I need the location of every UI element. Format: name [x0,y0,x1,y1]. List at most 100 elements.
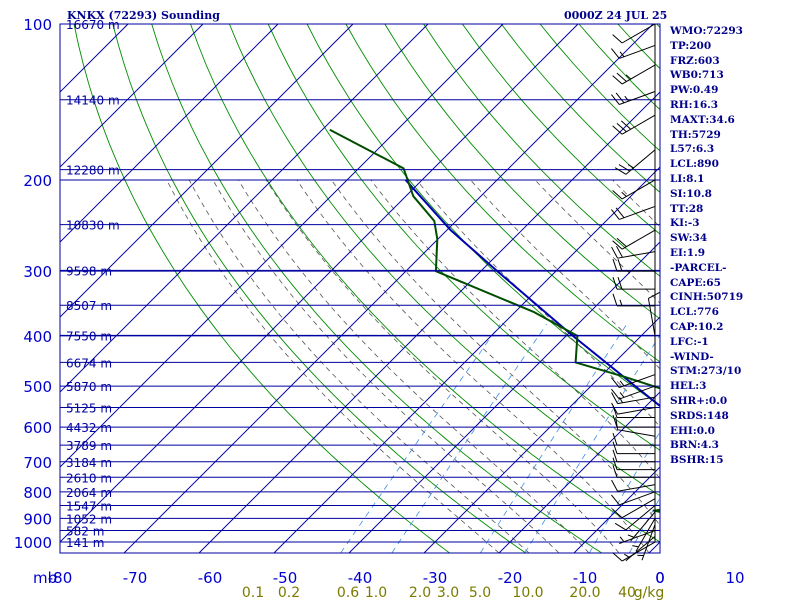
index-item: EHI:0.0 [670,424,715,437]
wind-barb [611,491,656,506]
wind-barb [611,479,656,492]
wind-barb [612,449,655,463]
dry-adiabat [345,23,660,363]
moist-adiabat [265,179,620,553]
moist-adiabat [166,179,500,553]
mixing-ratio-label: 1.0 [365,585,387,600]
height-label: 12280 m [66,164,120,178]
wind-barb [647,291,660,336]
temperature-tick-label: 0 [655,569,665,587]
temperature-tick-label: -70 [123,569,148,587]
height-label: 14140 m [66,94,120,108]
wind-barb [612,441,655,455]
dry-adiabat [228,23,660,497]
mixing-ratio-label: 40 [618,585,636,600]
isotherm [60,23,504,468]
height-label: 7550 m [66,329,112,343]
wind-barb [612,277,655,290]
height-label: 582 m [66,524,104,538]
temperature-tick-label: -20 [498,569,523,587]
index-item: STM:273/10 [670,365,742,378]
wind-barb [632,518,656,552]
parcel-trace [404,179,660,408]
wind-barb [611,91,656,105]
index-item: WB0:713 [670,69,724,82]
temperature-tick-label: -50 [273,569,298,587]
index-item: CAP:10.2 [670,320,724,333]
wind-barb [612,179,656,200]
index-item: LCL:890 [670,158,719,171]
dry-adiabat [773,24,800,553]
isotherm [60,23,204,168]
wind-barb [611,385,656,400]
index-item: CAPE:65 [670,276,721,289]
pressure-tick-label: 900 [23,510,52,528]
pressure-tick-label: 100 [23,16,52,34]
isotherm [60,23,429,393]
isotherm [60,23,354,318]
wind-barb [612,259,655,272]
mixing-ratio-label: 20.0 [569,585,600,600]
index-item: WMO:72293 [670,25,743,37]
dry-adiabat [500,23,660,193]
dry-adiabat [151,23,602,553]
temperature-tick-label: -80 [48,569,73,587]
pressure-tick-label: 400 [23,328,52,346]
pressure-tick-label: 1000 [14,534,52,552]
mixing-ratio-label: 5.0 [469,585,491,600]
dewpoint-trace [329,128,660,513]
height-label: 10830 m [66,219,120,233]
dry-adiabat [734,24,800,553]
wind-barb [611,374,656,389]
dry-adiabat [73,23,450,553]
mixing-ratio-label: 0.1 [242,585,264,600]
index-item: CINH:50719 [670,291,744,304]
height-label: 3789 m [66,439,112,453]
plot-frame [59,23,661,554]
height-label: 1547 m [66,499,112,513]
temperature-tick-label: -40 [348,569,373,587]
dry-adiabat [384,23,660,320]
moist-adiabat [212,179,560,553]
pressure-tick-label: 200 [23,172,52,190]
mixing-ratio-line [391,324,547,553]
height-label: 8507 m [66,299,112,313]
dry-adiabat [112,23,526,553]
height-label: 9598 m [66,264,112,278]
isotherm [198,91,660,553]
mixing-ratio-line [733,324,800,553]
height-label: 2064 m [66,486,112,500]
moist-adiabat [534,179,660,304]
stability-indices: WMO:72293 TP:200 FRZ:603 WB0:713 PW:0.49 RH:1… [670,24,743,468]
index-item: -WIND- [670,350,714,363]
mixing-ratio-line [759,324,800,553]
index-item: KI:-3 [670,217,700,230]
temperature-tick-label: -10 [573,569,598,587]
temperature-tick-label: 0 [655,569,665,587]
mixing-ratio-label: 0.2 [278,585,300,600]
pressure-tick-label: 300 [23,263,52,281]
wind-barb [612,23,656,44]
temperature-tick-label: -60 [198,569,223,587]
mixing-ratio-label: 3.0 [437,585,459,600]
chart-title: KNKX (72293) Sounding [67,9,220,22]
wind-barb [614,505,656,531]
height-label: 3184 m [66,456,112,470]
mixing-ratio-line [479,324,628,553]
height-label: 5870 m [66,380,112,394]
isotherm [60,23,579,543]
plot-area [60,23,800,553]
dry-adiabat [267,23,660,451]
index-item: LI:8.1 [670,172,705,185]
index-item: SW:34 [670,232,708,245]
wind-barb [612,114,656,135]
temperature-tick-label: 10 [725,569,744,587]
mixing-ratio-label: g/kg [634,585,665,600]
pressure-unit-label: mb [33,569,57,587]
height-label: 4432 m [66,421,112,435]
height-label: 1052 m [66,512,112,526]
index-item: RH:16.3 [670,98,719,111]
moist-adiabat [296,179,650,553]
mixing-ratio-label: 0.6 [337,585,359,600]
